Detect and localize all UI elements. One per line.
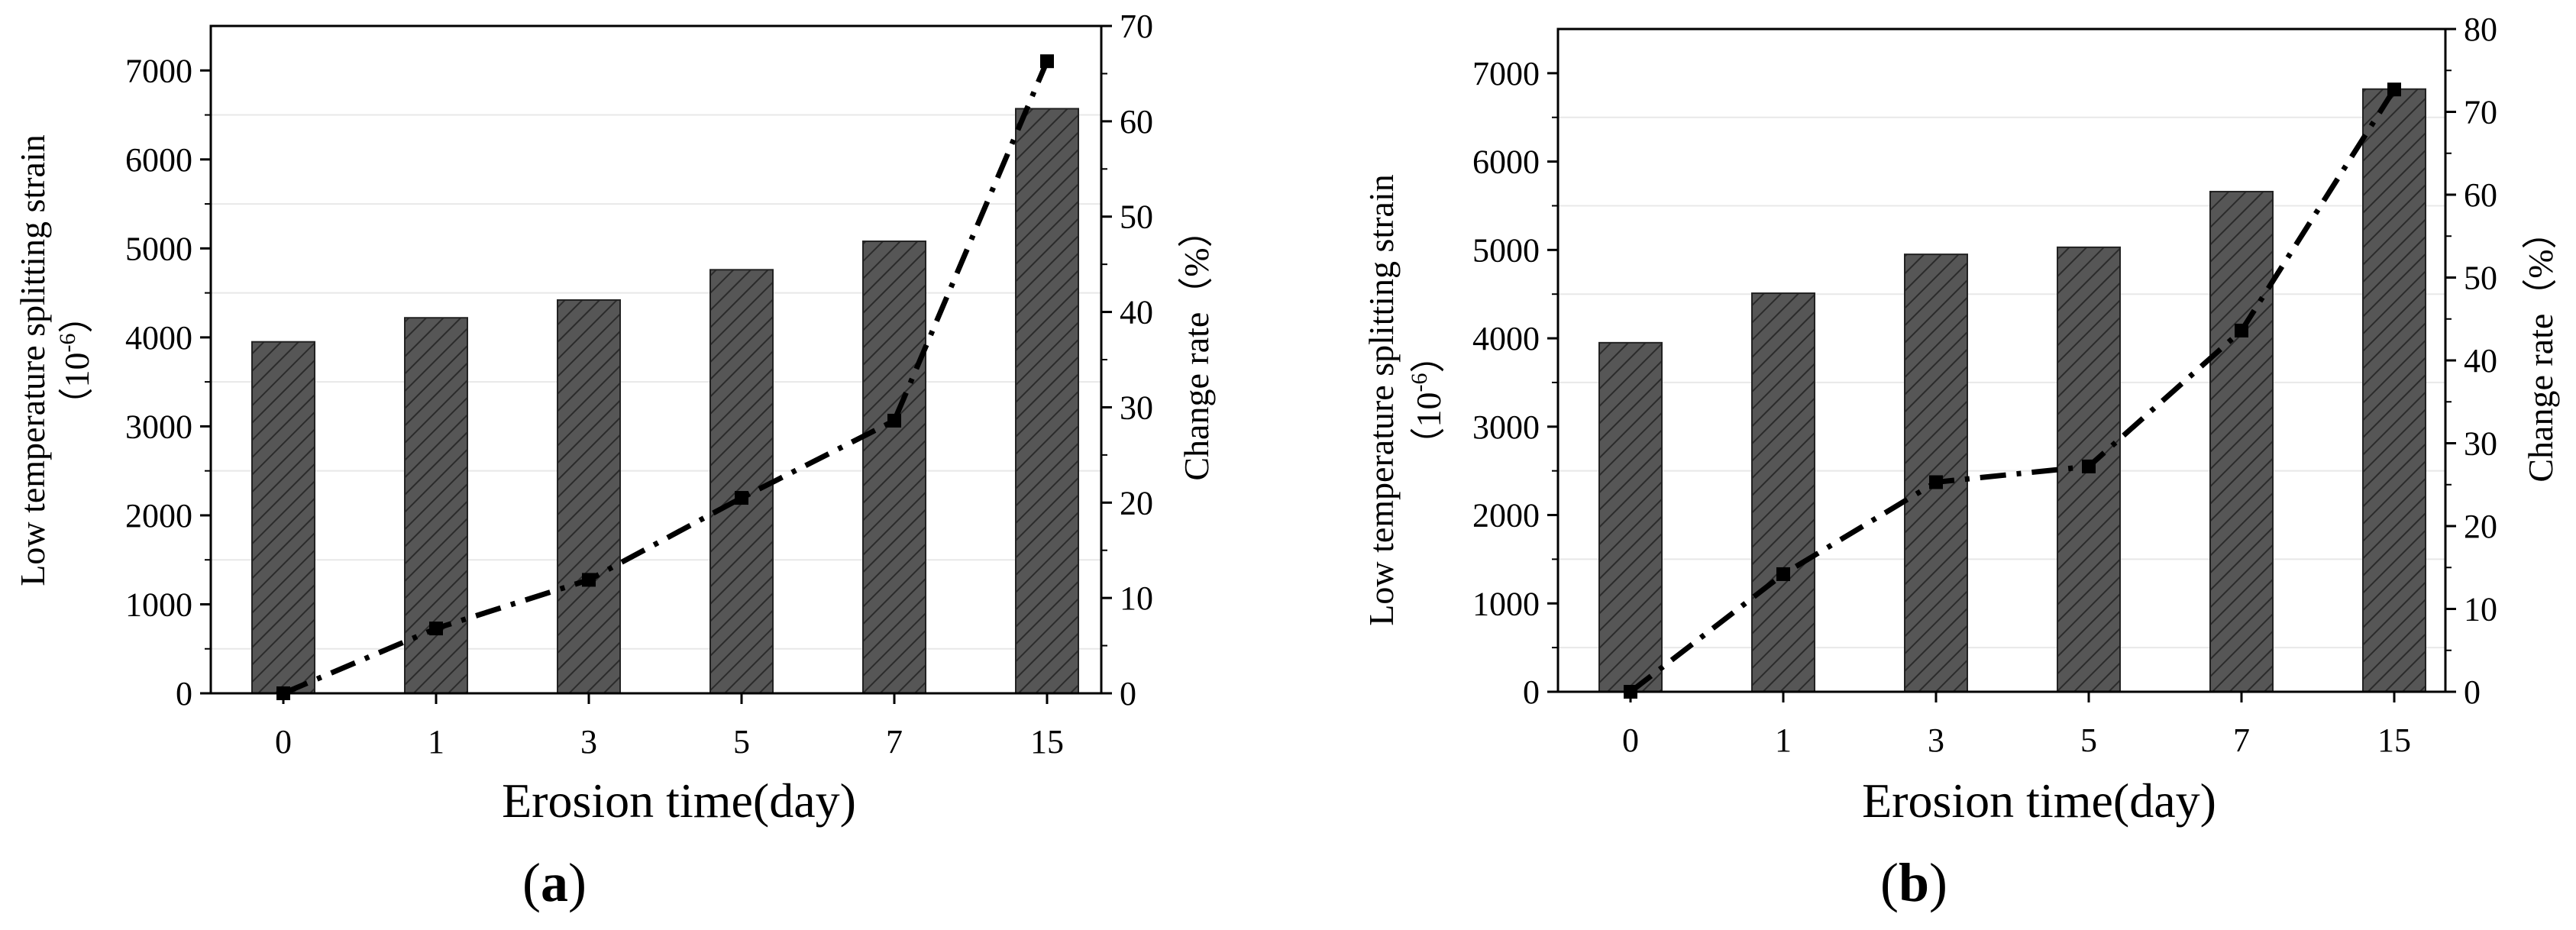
bar-0: [1598, 341, 1663, 693]
plot-frame-a: [209, 24, 1103, 695]
y2-tick-label: 0: [2464, 673, 2481, 711]
y-tick-label: 7000: [125, 52, 192, 89]
y2-axis-ticks-a: 0 10 20 30 40 50 60 70: [1101, 8, 1153, 712]
y-axis-title-b: Low temperature splitting strain: [1362, 174, 1401, 625]
x-tick-label: 15: [2377, 722, 2411, 759]
gridlines-a: [211, 114, 1101, 650]
change-rate-line: [282, 60, 1050, 696]
x-tick-label: 0: [275, 723, 292, 760]
y2-tick-label: 50: [2464, 260, 2497, 297]
x-tick-label: 7: [2233, 722, 2250, 759]
y-tick-label: 0: [176, 675, 192, 712]
change-rate-point-5: [735, 491, 748, 505]
x-axis-ticks-b: 0 1 3 5 7 15: [1622, 692, 2411, 759]
y-tick-label: 4000: [125, 319, 192, 357]
y2-tick-label: 20: [1120, 484, 1153, 522]
y2-tick-label: 50: [1120, 199, 1153, 236]
y2-tick-label: 70: [2464, 94, 2497, 131]
y2-tick-label: 20: [2464, 508, 2497, 545]
x-tick-label: 5: [2080, 722, 2097, 759]
y2-tick-label: 60: [1120, 103, 1153, 140]
x-tick-label: 0: [1622, 722, 1639, 759]
y2-axis-ticks-b: 0 10 20 30 40 50 60 70 80: [2445, 11, 2497, 711]
change-rate-line: [1628, 88, 2397, 694]
x-tick-label: 3: [580, 723, 597, 760]
bar-1: [1751, 292, 1815, 693]
y2-tick-label: 30: [2464, 425, 2497, 463]
y2-tick-label: 30: [1120, 389, 1153, 426]
bar-3: [1904, 253, 1968, 693]
change-rate-point-1: [1776, 567, 1790, 581]
y-axis-unit-a: （10-6）: [55, 299, 96, 423]
bar-3: [557, 299, 621, 694]
change-rate-point-5: [2082, 459, 2096, 473]
change-rate-point-7: [887, 413, 901, 428]
y-axis-title-a: Low temperature splitting strain: [13, 134, 52, 586]
change-rate-point-0: [276, 686, 290, 700]
y-tick-label: 5000: [125, 230, 192, 267]
y-axis-unit-b: （10-6）: [1407, 338, 1448, 463]
bars-a: [251, 108, 1079, 695]
plot-frame-b: [1556, 27, 2447, 693]
y-tick-label: 2000: [125, 497, 192, 534]
change-rate-point-3: [582, 573, 596, 587]
y-axis-ticks-b: 0 1000 2000 3000 4000 5000 6000 7000: [1472, 55, 1558, 711]
y-tick-label: 0: [1523, 673, 1540, 711]
x-tick-label: 7: [886, 723, 903, 760]
change-rate-point-15: [2387, 82, 2401, 97]
change-rate-line-a: [276, 54, 1054, 700]
change-rate-point-3: [1929, 475, 1943, 489]
bar-7: [862, 241, 926, 694]
change-rate-line-b: [1624, 82, 2401, 699]
change-rate-point-7: [2235, 323, 2248, 337]
y2-axis-title-a: Change rate（%）: [1177, 212, 1216, 480]
x-axis-title-a: Erosion time(day): [502, 773, 856, 828]
y2-tick-label: 70: [1120, 8, 1153, 45]
bars-b: [1598, 88, 2426, 693]
bar-15: [2362, 88, 2426, 693]
x-tick-label: 3: [1928, 722, 1944, 759]
change-rate-point-15: [1040, 54, 1054, 69]
change-rate-point-0: [1624, 685, 1637, 699]
y-tick-label: 3000: [125, 408, 192, 445]
bar-7: [2209, 190, 2274, 693]
y-axis-ticks-a: 0 1000 2000 3000 4000 5000 6000 7000: [125, 52, 211, 712]
bar-15: [1015, 108, 1079, 695]
y-tick-label: 7000: [1472, 55, 1540, 92]
x-tick-label: 5: [733, 723, 750, 760]
y-tick-label: 6000: [125, 141, 192, 179]
y-tick-label: 5000: [1472, 231, 1540, 269]
y2-tick-label: 80: [2464, 11, 2497, 48]
panel-label-b: (b): [1880, 852, 1947, 913]
x-tick-label: 15: [1030, 723, 1064, 760]
x-axis-ticks-a: 0 1 3 5 7 15: [275, 693, 1064, 760]
y-tick-label: 1000: [125, 586, 192, 623]
y2-tick-label: 10: [1120, 580, 1153, 617]
y2-tick-label: 40: [1120, 294, 1153, 331]
x-tick-label: 1: [428, 723, 444, 760]
y-tick-label: 1000: [1472, 585, 1540, 622]
y2-tick-label: 60: [2464, 176, 2497, 214]
y-tick-label: 4000: [1472, 320, 1540, 357]
y2-tick-label: 40: [2464, 342, 2497, 379]
y2-tick-label: 0: [1120, 675, 1136, 712]
bar-5: [709, 269, 774, 694]
bar-0: [251, 341, 315, 694]
y-tick-label: 6000: [1472, 144, 1540, 181]
x-tick-label: 1: [1775, 722, 1792, 759]
x-axis-title-b: Erosion time(day): [1862, 773, 2216, 828]
change-rate-point-1: [429, 622, 443, 636]
y2-tick-label: 10: [2464, 591, 2497, 628]
y-tick-label: 2000: [1472, 497, 1540, 534]
panel-label-a: (a): [522, 852, 587, 913]
y-tick-label: 3000: [1472, 408, 1540, 446]
y2-axis-title-b: Change rate（%）: [2521, 214, 2560, 482]
gridlines-b: [1558, 116, 2445, 649]
